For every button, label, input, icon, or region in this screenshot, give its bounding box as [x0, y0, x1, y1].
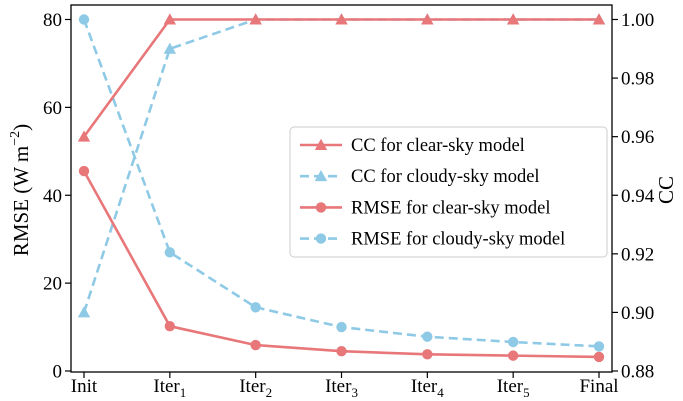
data-point: [335, 13, 348, 25]
data-point: [250, 302, 261, 313]
data-point: [77, 306, 91, 318]
series-cc-for-clear-sky-model: [77, 13, 606, 142]
right-axis: 0.88 0.90 0.92 0.94 0.96 0.98 1.00: [612, 10, 655, 383]
legend-entry: CC for clear-sky model: [300, 136, 525, 156]
legend-marker: [314, 138, 328, 150]
right-axis-tick-label: 0.92: [621, 244, 654, 265]
data-point: [422, 331, 433, 342]
data-point: [77, 130, 91, 142]
right-axis-tick-label: 0.98: [621, 69, 654, 90]
right-axis-tick-label: 0.88: [621, 362, 654, 383]
legend-entry: RMSE for clear-sky model: [300, 198, 551, 218]
data-point: [593, 351, 605, 363]
left-axis: 0 20 40 60 80: [43, 10, 71, 383]
right-axis-tick-label: 1.00: [621, 10, 654, 31]
data-point: [592, 13, 606, 25]
right-axis-tick-label: 0.94: [621, 186, 655, 207]
left-axis-tick-label: 80: [43, 10, 62, 31]
legend-label: RMSE for clear-sky model: [351, 198, 551, 218]
legend-entry: RMSE for cloudy-sky model: [300, 230, 565, 250]
data-point: [250, 339, 261, 351]
series-rmse-for-cloudy-sky-model: [78, 14, 605, 352]
x-axis-tick-label: Iter3: [325, 376, 358, 400]
left-axis-label: RMSE (W m−2): [8, 124, 33, 256]
x-axis-tick-label: Init: [71, 376, 98, 397]
x-axis-tick-label: Final: [579, 376, 618, 397]
right-axis-tick-label: 0.90: [621, 303, 654, 324]
legend: CC for clear-sky model CC for cloudy-sky …: [289, 126, 608, 258]
legend-entry: CC for cloudy-sky model: [300, 167, 540, 187]
x-axis-tick-label: Iter5: [497, 376, 530, 400]
data-point: [78, 14, 90, 25]
legend-marker: [315, 233, 327, 244]
x-axis-tick-label: Iter1: [153, 376, 186, 400]
data-point: [163, 13, 177, 25]
data-point: [336, 346, 347, 357]
series-rmse-for-clear-sky-model: [78, 165, 605, 363]
data-point: [507, 350, 519, 361]
data-point: [336, 321, 347, 333]
data-point: [78, 165, 90, 177]
right-axis-label: CC: [654, 176, 678, 204]
data-point: [506, 13, 520, 25]
legend-label: CC for cloudy-sky model: [351, 167, 540, 187]
legend-box: [289, 126, 608, 258]
data-point: [249, 13, 262, 25]
right-axis-tick-label: 0.96: [621, 127, 654, 148]
data-point: [422, 349, 433, 360]
left-axis-tick-label: 20: [43, 274, 62, 295]
legend-label: CC for clear-sky model: [351, 136, 525, 156]
left-axis-tick-label: 40: [43, 186, 62, 207]
data-point: [421, 13, 434, 25]
x-axis-tick-label: Iter2: [239, 376, 272, 400]
data-point: [163, 42, 177, 54]
left-axis-tick-label: 60: [43, 98, 62, 119]
x-axis: Init Iter1 Iter2 Iter3 Iter4 Iter5 Final: [71, 372, 619, 400]
data-point: [507, 336, 519, 348]
legend-marker: [314, 170, 328, 182]
data-point: [164, 320, 176, 332]
left-axis-label-close: ): [9, 124, 33, 131]
legend-marker: [315, 202, 327, 213]
legend-label: RMSE for cloudy-sky model: [351, 230, 565, 250]
chart-marks: [77, 13, 606, 363]
x-axis-tick-label: Iter4: [411, 376, 444, 400]
data-point: [164, 247, 176, 258]
left-axis-label-superscript: −2: [8, 131, 23, 146]
data-point: [593, 341, 605, 352]
left-axis-tick-label: 0: [53, 362, 63, 383]
